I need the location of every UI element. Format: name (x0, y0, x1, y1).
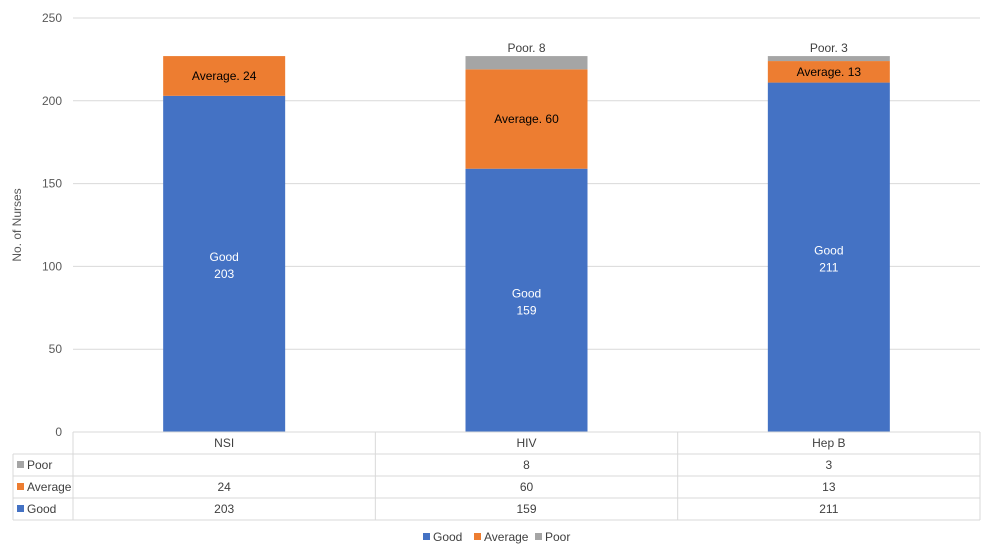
table-row-label: Poor (27, 458, 52, 472)
table-row-key (17, 505, 24, 512)
y-tick-label: 100 (42, 259, 62, 273)
table-row-label: Good (27, 502, 56, 516)
y-tick-label: 150 (42, 177, 62, 191)
legend-swatch (474, 533, 481, 540)
table-cell: 8 (523, 458, 530, 472)
data-label: Average. 60 (494, 112, 559, 126)
bar-segment (163, 95, 286, 432)
legend-swatch (423, 533, 430, 540)
table-cell: 3 (825, 458, 832, 472)
data-label: Good (512, 286, 541, 300)
bar-segment (163, 56, 286, 96)
table-row-label: Average (27, 480, 72, 494)
legend-label: Poor (545, 530, 570, 544)
bar-segment (767, 61, 890, 83)
data-label-value: 203 (214, 267, 234, 281)
data-label: Poor. 3 (810, 41, 848, 55)
y-tick-label: 50 (49, 342, 63, 356)
bars: Good 203 Average. 24 Good 159 Average. 60 Poor… (163, 41, 890, 433)
x-category-label: NSI (214, 436, 234, 450)
data-table: NSI HIV Hep B Poor 8 3 Average 24 60 13 Good 203 159… (12, 431, 981, 521)
data-label-value: 159 (516, 303, 536, 317)
bar-segment (767, 56, 890, 62)
legend-label: Good (433, 530, 462, 544)
y-axis-label: No. of Nurses (10, 188, 24, 261)
data-label: Poor. 8 (507, 41, 545, 55)
y-tick-label: 0 (55, 425, 62, 439)
data-label: Good (209, 250, 238, 264)
table-cell: 159 (516, 502, 536, 516)
table-cell: 60 (520, 480, 534, 494)
legend-swatch (535, 533, 542, 540)
table-cell: 13 (822, 480, 836, 494)
bar-segment (465, 168, 588, 433)
y-axis: 0 50 100 150 200 250 (42, 11, 62, 439)
x-category-label: Hep B (812, 436, 845, 450)
data-label: Average. 13 (797, 65, 862, 79)
data-label: Average. 24 (192, 69, 257, 83)
data-label: Good (814, 243, 843, 257)
legend-label: Average (484, 530, 529, 544)
bar-segment (465, 56, 588, 70)
table-cell: 203 (214, 502, 234, 516)
table-row-key (17, 461, 24, 468)
bar-segment (767, 82, 890, 433)
table-cell: 24 (217, 480, 231, 494)
y-tick-label: 200 (42, 94, 62, 108)
x-category-label: HIV (516, 436, 536, 450)
table-cell: 211 (819, 502, 838, 516)
legend: Good Average Poor (423, 530, 570, 544)
y-tick-label: 250 (42, 11, 62, 25)
data-label-value: 211 (819, 260, 838, 274)
table-row-key (17, 483, 24, 490)
bar-segment (465, 69, 588, 169)
